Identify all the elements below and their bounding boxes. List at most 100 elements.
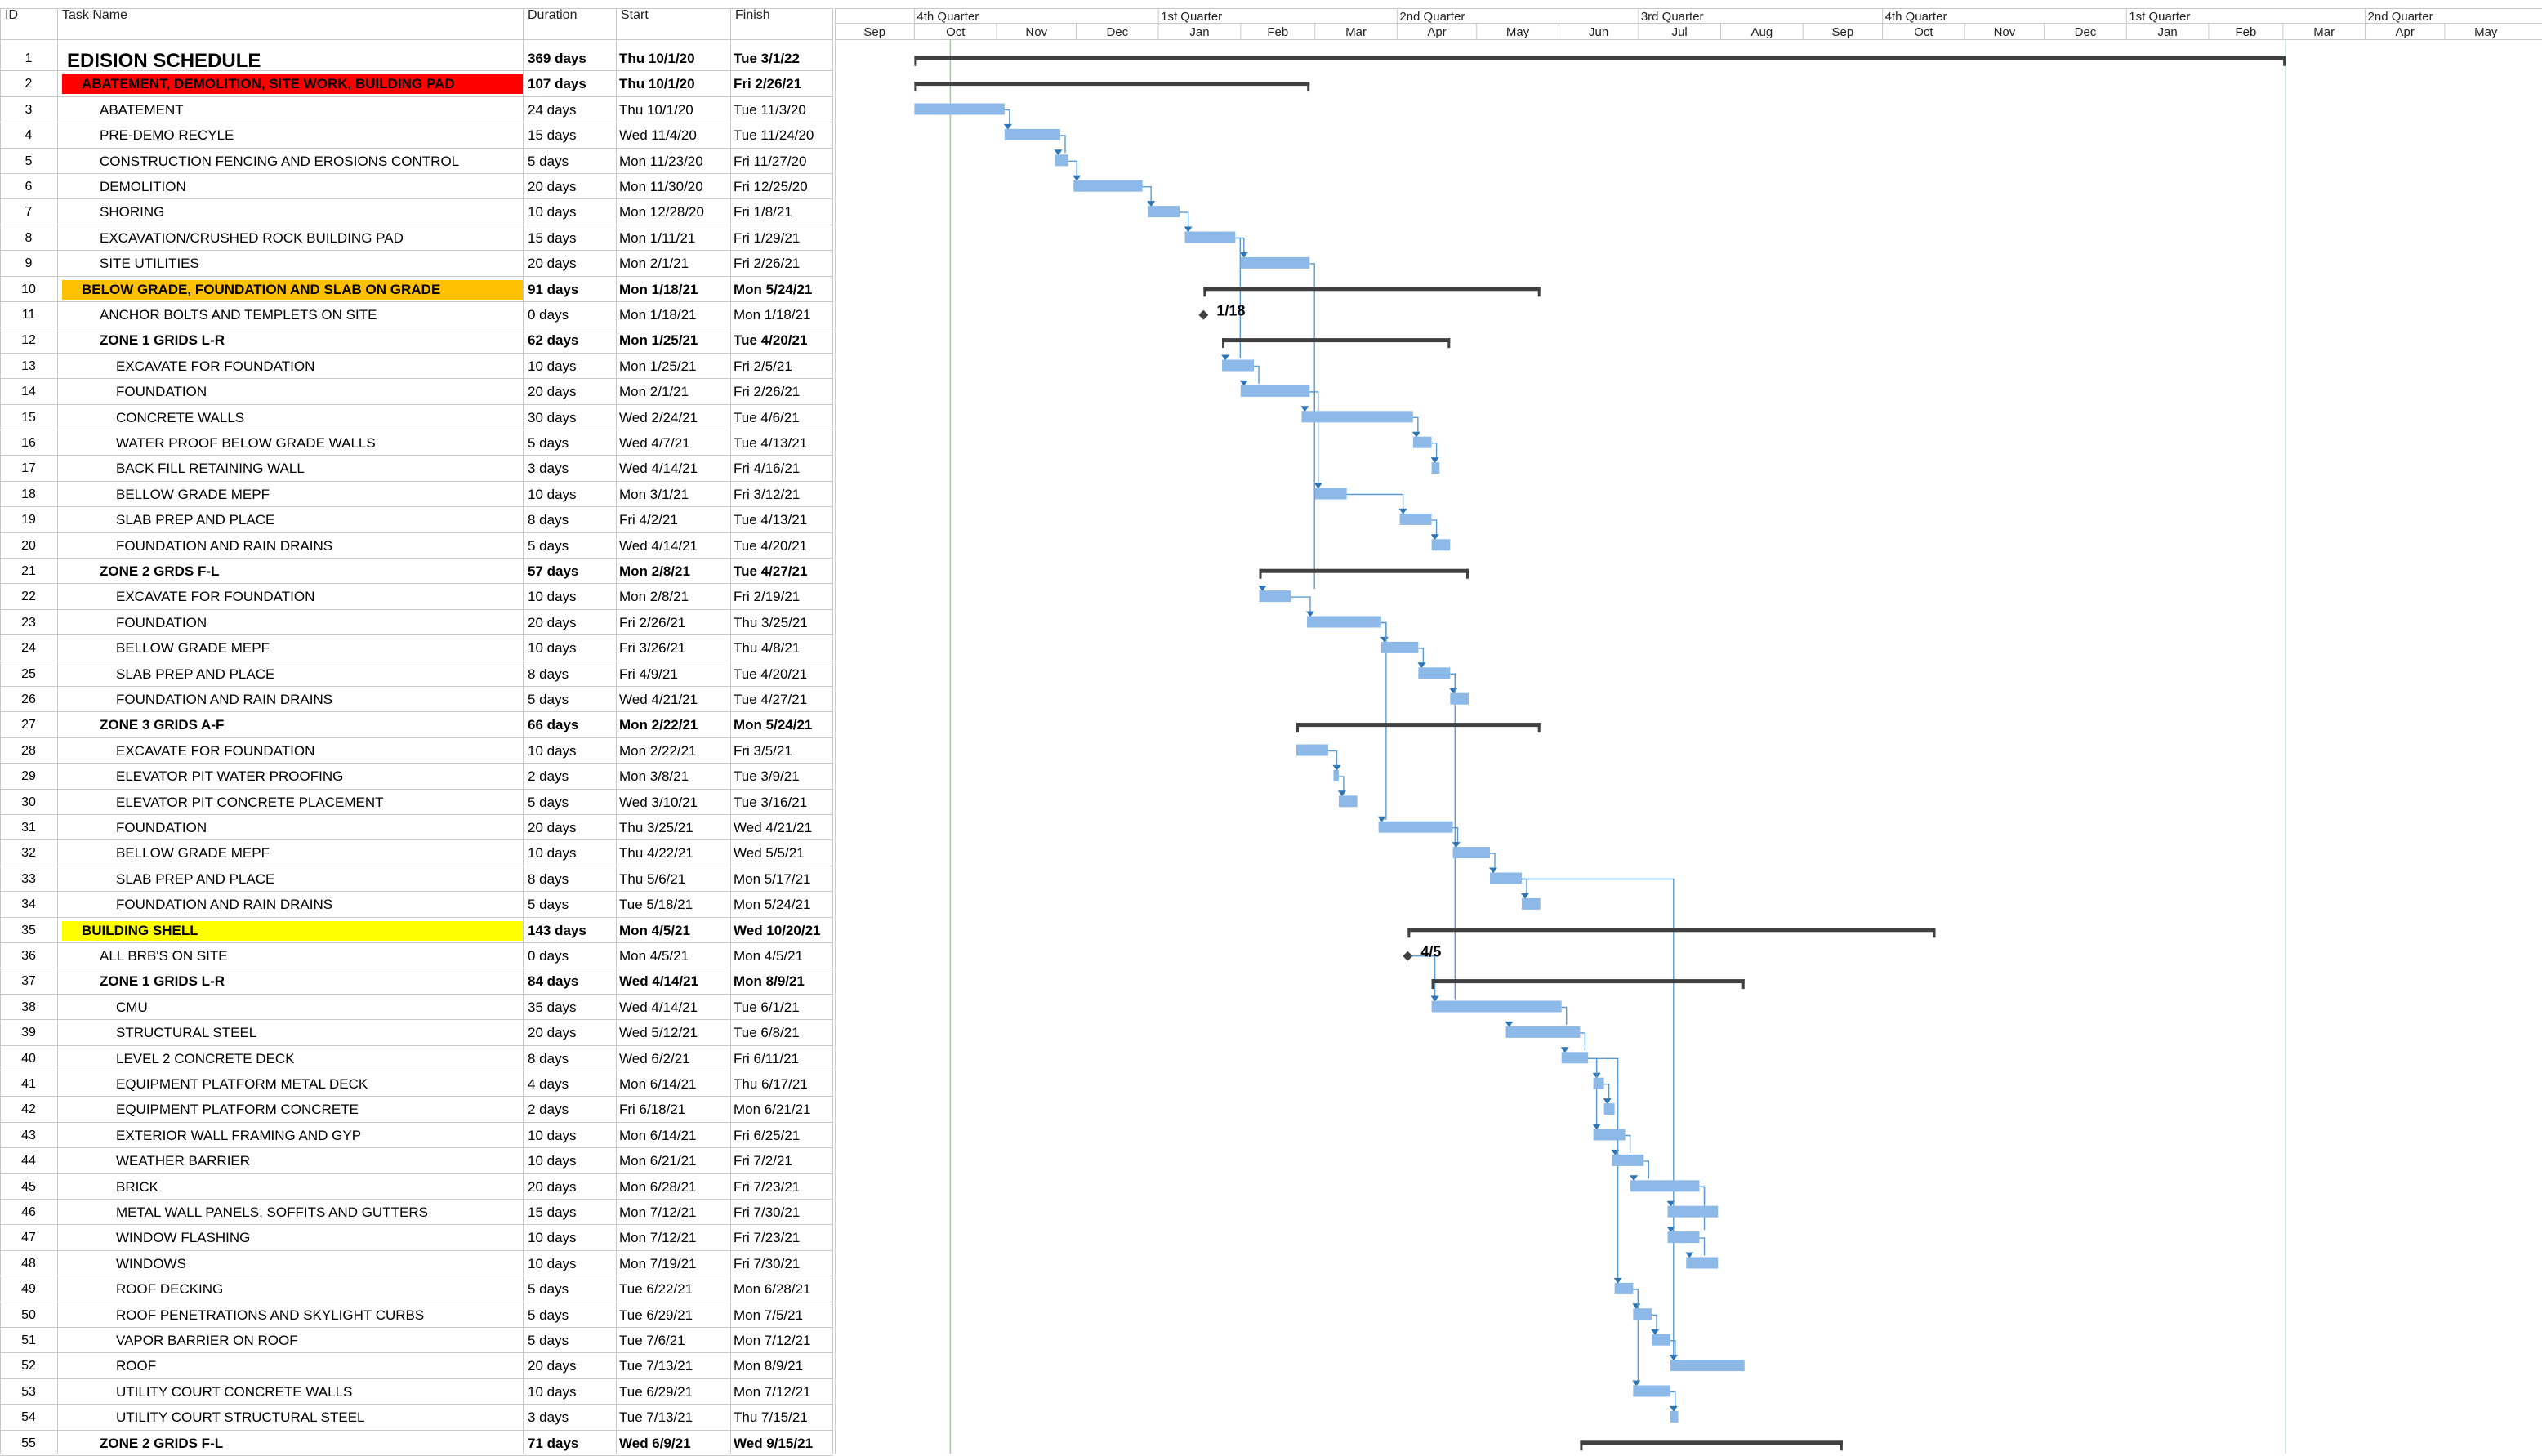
task-name[interactable]: FOUNDATION xyxy=(116,820,207,835)
task-duration[interactable]: 20 days xyxy=(528,1358,577,1374)
task-finish[interactable]: Fri 7/23/21 xyxy=(734,1230,801,1246)
task-start[interactable]: Tue 5/18/21 xyxy=(619,897,693,913)
table-row[interactable]: 8 EXCAVATION/CRUSHED ROCK BUILDING PAD 15 … xyxy=(0,225,833,251)
task-start[interactable]: Wed 4/14/21 xyxy=(619,973,699,990)
table-row[interactable]: 28 EXCAVATE FOR FOUNDATION 10 days Mon 2/22… xyxy=(0,738,833,764)
task-name[interactable]: ZONE 1 GRIDS L-R xyxy=(100,973,225,990)
task-name[interactable]: EXCAVATION/CRUSHED ROCK BUILDING PAD xyxy=(100,229,404,246)
task-finish[interactable]: Mon 5/17/21 xyxy=(734,870,811,887)
task-start[interactable]: Tue 7/13/21 xyxy=(619,1358,693,1374)
task-id[interactable]: 48 xyxy=(21,1256,36,1271)
task-duration[interactable]: 15 days xyxy=(528,1204,577,1220)
table-row[interactable]: 42 EQUIPMENT PLATFORM CONCRETE 2 days Fri 6… xyxy=(0,1097,833,1122)
task-duration[interactable]: 15 days xyxy=(528,127,577,144)
task-id[interactable]: 10 xyxy=(21,282,36,296)
task-finish[interactable]: Tue 3/16/21 xyxy=(734,794,808,810)
table-row[interactable]: 48 WINDOWS 10 days Mon 7/19/21 Fri 7/30/21 xyxy=(0,1251,833,1276)
task-start[interactable]: Wed 6/2/21 xyxy=(619,1050,690,1066)
task-name[interactable]: EXTERIOR WALL FRAMING AND GYP xyxy=(116,1127,362,1143)
task-duration[interactable]: 30 days xyxy=(528,409,577,425)
table-row[interactable]: 9 SITE UTILITIES 20 days Mon 2/1/21 Fri 2/26… xyxy=(0,251,833,276)
task-duration[interactable]: 10 days xyxy=(528,1255,577,1271)
task-name[interactable]: ABATEMENT xyxy=(100,101,184,118)
task-name[interactable]: SLAB PREP AND PLACE xyxy=(116,870,275,887)
task-finish[interactable]: Tue 4/20/21 xyxy=(734,537,808,554)
table-row[interactable]: 11 ANCHOR BOLTS AND TEMPLETS ON SITE 0 day… xyxy=(0,302,833,327)
task-start[interactable]: Mon 3/8/21 xyxy=(619,768,689,785)
task-name[interactable]: ZONE 2 GRDS F-L xyxy=(100,563,220,579)
task-duration[interactable]: 5 days xyxy=(528,1281,569,1298)
task-start[interactable]: Mon 1/18/21 xyxy=(619,307,697,323)
task-id[interactable]: 13 xyxy=(21,358,36,373)
table-row[interactable]: 10 BELOW GRADE, FOUNDATION AND SLAB ON GR… xyxy=(0,277,833,302)
task-id[interactable]: 26 xyxy=(21,692,36,706)
task-id[interactable]: 29 xyxy=(21,769,36,784)
table-row[interactable]: 23 FOUNDATION 20 days Fri 2/26/21 Thu 3/25/2… xyxy=(0,610,833,635)
task-id[interactable]: 41 xyxy=(21,1077,36,1091)
table-row[interactable]: 32 BELLOW GRADE MEPF 10 days Thu 4/22/21 Wed… xyxy=(0,840,833,866)
task-duration[interactable]: 10 days xyxy=(528,640,577,657)
task-finish[interactable]: Tue 11/3/20 xyxy=(734,101,806,118)
task-duration[interactable]: 143 days xyxy=(528,922,586,938)
task-finish[interactable]: Fri 7/23/21 xyxy=(734,1178,801,1195)
task-start[interactable]: Mon 2/1/21 xyxy=(619,256,689,272)
task-id[interactable]: 25 xyxy=(21,666,36,681)
task-finish[interactable]: Mon 4/5/21 xyxy=(734,948,804,964)
table-row[interactable]: 55 ZONE 2 GRIDS F-L 71 days Wed 6/9/21 Wed 9… xyxy=(0,1431,833,1456)
task-duration[interactable]: 5 days xyxy=(528,1307,569,1323)
table-row[interactable]: 7 SHORING 10 days Mon 12/28/20 Fri 1/8/21 xyxy=(0,199,833,225)
task-start[interactable]: Wed 6/9/21 xyxy=(619,1435,691,1451)
task-duration[interactable]: 20 days xyxy=(528,614,577,630)
task-start[interactable]: Mon 6/14/21 xyxy=(619,1076,697,1092)
table-row[interactable]: 17 BACK FILL RETAINING WALL 3 days Wed 4/14… xyxy=(0,456,833,481)
task-id[interactable]: 49 xyxy=(21,1282,36,1297)
task-start[interactable]: Mon 3/1/21 xyxy=(619,486,689,502)
task-finish[interactable]: Fri 1/29/21 xyxy=(734,229,801,246)
task-id[interactable]: 35 xyxy=(21,923,36,937)
task-start[interactable]: Thu 4/22/21 xyxy=(619,845,693,862)
task-duration[interactable]: 10 days xyxy=(528,204,577,220)
table-row[interactable]: 53 UTILITY COURT CONCRETE WALLS 10 days Tue… xyxy=(0,1379,833,1405)
task-name[interactable]: ELEVATOR PIT WATER PROOFING xyxy=(116,768,344,785)
task-name[interactable]: BUILDING SHELL xyxy=(62,920,523,941)
task-id[interactable]: 34 xyxy=(21,897,36,912)
task-start[interactable]: Mon 2/8/21 xyxy=(619,563,690,579)
task-start[interactable]: Mon 1/18/21 xyxy=(619,281,698,297)
task-id[interactable]: 43 xyxy=(21,1128,36,1142)
task-finish[interactable]: Mon 7/12/21 xyxy=(734,1333,811,1348)
task-finish[interactable]: Fri 7/30/21 xyxy=(734,1204,801,1220)
task-finish[interactable]: Mon 7/5/21 xyxy=(734,1307,804,1323)
task-id[interactable]: 38 xyxy=(21,1000,36,1014)
task-start[interactable]: Fri 4/9/21 xyxy=(619,666,678,682)
task-finish[interactable]: Tue 3/9/21 xyxy=(734,768,800,785)
table-row[interactable]: 38 CMU 35 days Wed 4/14/21 Tue 6/1/21 xyxy=(0,995,833,1020)
task-duration[interactable]: 57 days xyxy=(528,563,579,579)
table-row[interactable]: 46 METAL WALL PANELS, SOFFITS AND GUTTERS… xyxy=(0,1200,833,1225)
table-row[interactable]: 12 ZONE 1 GRIDS L-R 62 days Mon 1/25/21 Tue … xyxy=(0,327,833,353)
task-finish[interactable]: Wed 9/15/21 xyxy=(734,1435,814,1451)
task-name[interactable]: UTILITY COURT CONCRETE WALLS xyxy=(116,1383,353,1400)
task-start[interactable]: Tue 7/6/21 xyxy=(619,1333,685,1348)
task-id[interactable]: 44 xyxy=(21,1154,36,1169)
task-id[interactable]: 31 xyxy=(21,821,36,835)
table-row[interactable]: 34 FOUNDATION AND RAIN DRAINS 5 days Tue 5/… xyxy=(0,892,833,917)
task-start[interactable]: Mon 11/30/20 xyxy=(619,179,703,194)
task-start[interactable]: Wed 5/12/21 xyxy=(619,1025,698,1041)
table-row[interactable]: 22 EXCAVATE FOR FOUNDATION 10 days Mon 2/8/… xyxy=(0,584,833,609)
task-finish[interactable]: Tue 4/20/21 xyxy=(734,332,808,349)
task-id[interactable]: 21 xyxy=(21,564,36,578)
task-name[interactable]: EDISION SCHEDULE xyxy=(67,50,261,72)
table-row[interactable]: 47 WINDOW FLASHING 10 days Mon 7/12/21 Fri 7… xyxy=(0,1225,833,1250)
task-finish[interactable]: Mon 8/9/21 xyxy=(734,1358,804,1374)
task-finish[interactable]: Tue 4/27/21 xyxy=(734,692,808,707)
task-duration[interactable]: 20 days xyxy=(528,179,577,194)
task-start[interactable]: Mon 6/28/21 xyxy=(619,1178,697,1195)
task-id[interactable]: 23 xyxy=(21,615,36,630)
task-name[interactable]: ELEVATOR PIT CONCRETE PLACEMENT xyxy=(116,794,384,810)
task-duration[interactable]: 20 days xyxy=(528,820,577,835)
task-id[interactable]: 55 xyxy=(21,1436,36,1450)
table-row[interactable]: 51 VAPOR BARRIER ON ROOF 5 days Tue 7/6/21 M… xyxy=(0,1328,833,1353)
task-finish[interactable]: Fri 4/16/21 xyxy=(734,461,801,477)
task-name[interactable]: STRUCTURAL STEEL xyxy=(116,1025,257,1041)
task-finish[interactable]: Fri 2/5/21 xyxy=(734,358,792,374)
